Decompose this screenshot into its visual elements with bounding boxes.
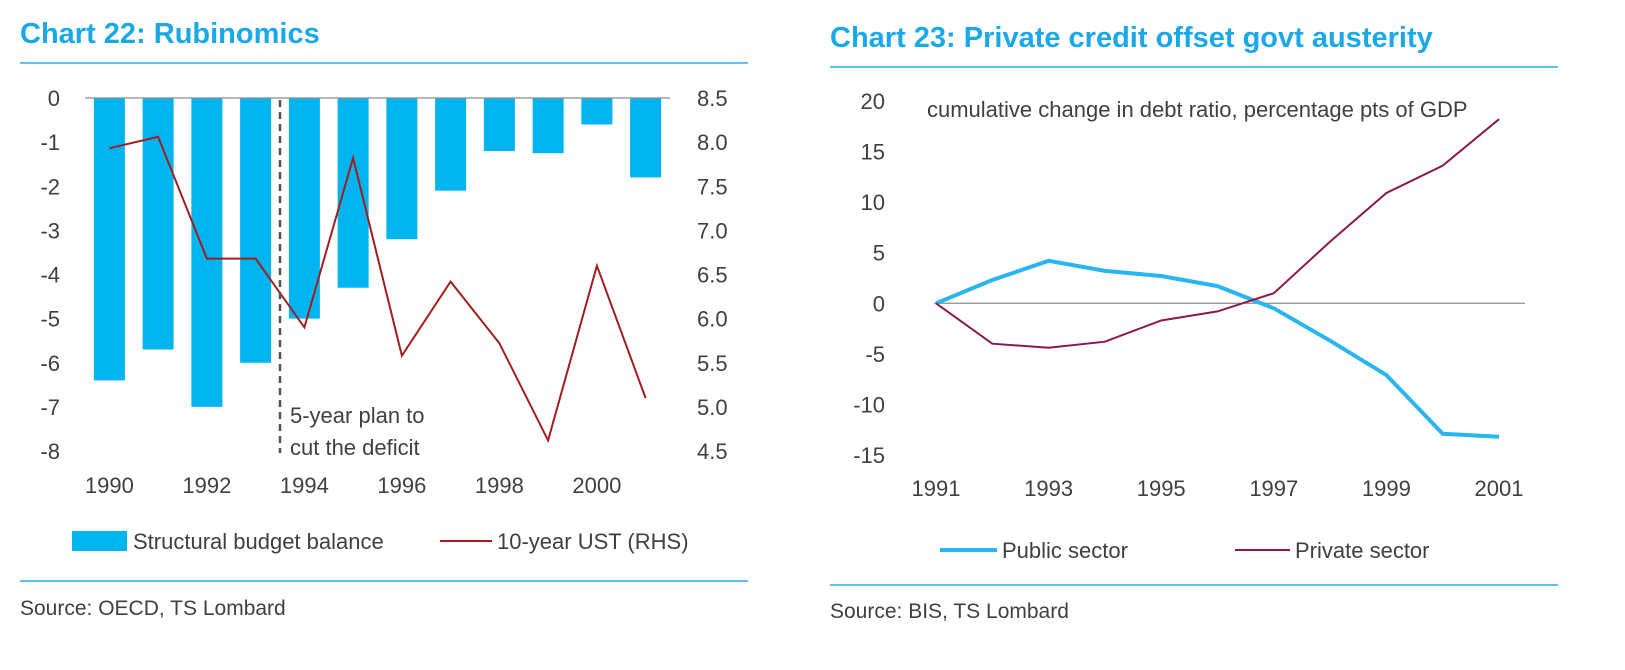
y-right-tick-label: 6.5 (697, 263, 728, 288)
x-tick-label: 1998 (475, 473, 524, 498)
public-sector-line (935, 258, 1500, 439)
legend-private-label: Private sector (1295, 538, 1430, 563)
y-right-tick-label: 5.0 (697, 395, 728, 420)
x-tick-label: 1990 (85, 473, 134, 498)
title-rule (20, 62, 748, 64)
legend-public-label: Public sector (1002, 538, 1128, 563)
budget-bar (532, 98, 564, 154)
budget-bar (93, 98, 125, 381)
x-axis: 1990 1992 1994 1996 1998 2000 (85, 473, 621, 498)
source-note: Source: OECD, TS Lombard (20, 597, 286, 620)
y-tick-label: 15 (861, 140, 885, 165)
y-axis: 20 15 10 5 0 -5 -10 -15 (853, 89, 885, 468)
x-tick-label: 1994 (280, 473, 329, 498)
chart-23-title: Chart 23: Private credit offset govt aus… (830, 22, 1433, 54)
budget-bar (191, 98, 223, 407)
y-tick-label: -2 (40, 174, 60, 199)
budget-bar (142, 98, 174, 350)
chart-22-plot: 0 -1 -2 -3 -4 -5 -6 -7 -8 8.5 8.0 7.5 7.0 6.5 6.0 5.5 5… (40, 86, 728, 554)
y-tick-label: 20 (861, 89, 885, 114)
budget-bar (630, 98, 662, 178)
legend-bar-label: Structural budget balance (133, 529, 384, 554)
footer-rule (830, 584, 1558, 586)
y-tick-label: -3 (40, 218, 60, 243)
y-tick-label: -7 (40, 395, 60, 420)
x-tick-label: 1992 (182, 473, 231, 498)
y-tick-label: -4 (40, 263, 60, 288)
chart-22-title: Chart 22: Rubinomics (20, 18, 320, 50)
right-y-axis: 8.5 8.0 7.5 7.0 6.5 6.0 5.5 5.0 4.5 (697, 86, 728, 464)
x-tick-label: 1996 (377, 473, 426, 498)
y-tick-label: -10 (853, 392, 885, 417)
y-tick-label: 5 (873, 241, 885, 266)
budget-bar (581, 98, 613, 125)
legend-bar-swatch (72, 531, 127, 551)
y-tick-label: 10 (861, 190, 885, 215)
chart-22-panel: Chart 22: Rubinomics 0 -1 -2 -3 -4 -5 -6 -7 -8 8… (0, 0, 790, 670)
budget-bar (435, 98, 467, 191)
budget-bar (483, 98, 515, 151)
y-right-tick-label: 8.0 (697, 130, 728, 155)
chart-subtitle: cumulative change in debt ratio, percent… (927, 97, 1468, 122)
footer-rule (20, 580, 748, 582)
x-tick-label: 1995 (1137, 476, 1186, 501)
x-tick-label: 1993 (1024, 476, 1073, 501)
chart-23-plot: 20 15 10 5 0 -5 -10 -15 1991 1993 1995 1997 1999 200… (853, 89, 1525, 563)
legend-line-label: 10-year UST (RHS) (497, 529, 689, 554)
left-y-axis: 0 -1 -2 -3 -4 -5 -6 -7 -8 (40, 86, 60, 464)
title-rule (830, 66, 1558, 68)
y-tick-label: -5 (865, 342, 885, 367)
source-note: Source: BIS, TS Lombard (830, 600, 1069, 623)
y-right-tick-label: 4.5 (697, 439, 728, 464)
y-right-tick-label: 8.5 (697, 86, 728, 111)
budget-bar (288, 98, 320, 319)
x-tick-label: 2000 (572, 473, 621, 498)
ust-line (109, 135, 647, 444)
annotation-line-2: cut the deficit (290, 435, 420, 460)
y-right-tick-label: 5.5 (697, 351, 728, 376)
y-tick-label: 0 (48, 86, 60, 111)
y-right-tick-label: 6.0 (697, 307, 728, 332)
y-tick-label: -5 (40, 307, 60, 332)
y-tick-label: -8 (40, 439, 60, 464)
budget-bar (386, 98, 418, 240)
y-tick-label: -1 (40, 130, 60, 155)
y-right-tick-label: 7.5 (697, 174, 728, 199)
chart-23-panel: Chart 23: Private credit offset govt aus… (830, 0, 1625, 670)
annotation-line-1: 5-year plan to (290, 403, 425, 428)
y-tick-label: -15 (853, 443, 885, 468)
x-tick-label: 2001 (1475, 476, 1524, 501)
x-tick-label: 1997 (1249, 476, 1298, 501)
x-axis: 1991 1993 1995 1997 1999 2001 (912, 476, 1524, 501)
y-right-tick-label: 7.0 (697, 218, 728, 243)
x-tick-label: 1999 (1362, 476, 1411, 501)
y-tick-label: -6 (40, 351, 60, 376)
x-tick-label: 1991 (912, 476, 961, 501)
y-tick-label: 0 (873, 291, 885, 316)
private-sector-line (935, 118, 1500, 349)
budget-balance-bars (93, 98, 662, 407)
budget-bar (240, 98, 272, 363)
